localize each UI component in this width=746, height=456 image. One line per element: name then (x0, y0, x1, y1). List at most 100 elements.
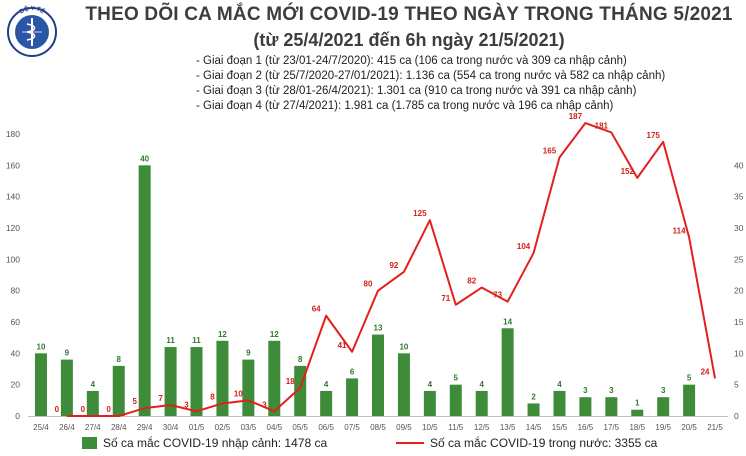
x-tick-label: 01/5 (189, 423, 205, 432)
bar-imported (112, 365, 125, 416)
line-data-label: 71 (441, 294, 450, 303)
bar-data-label: 2 (531, 392, 536, 401)
legend-label-domestic: Số ca mắc COVID-19 trong nước: 3355 ca (430, 436, 658, 450)
line-data-label: 0 (81, 405, 86, 414)
legend-label-imported: Số ca mắc COVID-19 nhập cảnh: 1478 ca (103, 436, 328, 450)
bar-imported (423, 390, 436, 416)
bar-imported (34, 353, 47, 416)
line-data-label: 24 (701, 367, 710, 376)
line-data-label: 10 (234, 389, 243, 398)
line-data-label: 3 (262, 400, 267, 409)
x-tick-label: 06/5 (318, 423, 334, 432)
bar-imported (190, 347, 203, 416)
phase-1-text: - Giai đoạn 1 (từ 23/01-24/7/2020): 415 … (196, 55, 627, 67)
bar-imported (397, 353, 410, 416)
line-data-label: 181 (595, 121, 609, 130)
chart-subtitle: (từ 25/4/2021 đến 6h ngày 21/5/2021) (253, 30, 565, 50)
bar-imported (501, 328, 514, 416)
left-y-tick-label: 140 (6, 192, 20, 202)
left-y-tick-label: 20 (11, 380, 21, 390)
bar-imported (372, 334, 384, 416)
x-tick-label: 09/5 (396, 423, 412, 432)
bar-imported (138, 165, 151, 416)
bar-imported (449, 384, 462, 416)
bar-data-label: 4 (557, 380, 562, 389)
line-data-label: 114 (673, 226, 686, 235)
bar-data-label: 10 (37, 342, 46, 351)
right-y-tick-label: 25 (734, 254, 744, 264)
x-tick-label: 27/4 (85, 423, 101, 432)
line-data-label: 0 (55, 405, 60, 414)
bar-imported (60, 359, 73, 416)
bar-imported (242, 359, 255, 416)
left-y-tick-label: 180 (6, 129, 20, 139)
x-tick-label: 29/4 (137, 423, 153, 432)
bar-imported (527, 403, 540, 416)
phase-2-text: - Giai đoạn 2 (từ 25/7/2020-27/01/2021):… (196, 70, 666, 82)
x-tick-label: 02/5 (215, 423, 231, 432)
bar-data-label: 4 (324, 380, 329, 389)
bar-imported (631, 409, 644, 416)
right-y-tick-label: 15 (734, 317, 744, 327)
legend-item-domestic: Số ca mắc COVID-19 trong nước: 3355 ca (396, 436, 657, 450)
bar-data-label: 4 (91, 380, 96, 389)
line-data-label: 41 (338, 341, 347, 350)
left-y-tick-label: 40 (11, 348, 21, 358)
bar-imported (346, 378, 359, 416)
legend-item-imported: Số ca mắc COVID-19 nhập cảnh: 1478 ca (82, 436, 327, 450)
bar-imported (579, 397, 592, 416)
line-data-label: 175 (647, 131, 661, 140)
line-data-label: 8 (210, 392, 215, 401)
bar-imported (605, 397, 618, 416)
right-y-tick-label: 40 (734, 160, 744, 170)
bar-data-label: 6 (350, 367, 355, 376)
logo-text: BỘ Y TẾ (19, 4, 46, 15)
right-y-tick-label: 20 (734, 286, 744, 296)
bar-data-label: 9 (246, 349, 251, 358)
bar-imported (320, 390, 333, 416)
bar-data-label: 12 (270, 330, 279, 339)
x-tick-label: 11/5 (448, 423, 464, 432)
line-data-label: 104 (517, 242, 531, 251)
x-tick-label: 26/4 (59, 423, 75, 432)
bar-data-label: 8 (117, 355, 122, 364)
bar-data-label: 11 (166, 336, 175, 345)
left-y-tick-label: 60 (11, 317, 21, 327)
x-tick-label: 08/5 (370, 423, 386, 432)
bar-imported (553, 390, 566, 416)
bar-data-label: 4 (428, 380, 433, 389)
line-data-label: 3 (184, 400, 189, 409)
line-data-label: 165 (543, 147, 557, 156)
right-y-tick-label: 30 (734, 223, 744, 233)
x-tick-label: 14/5 (526, 423, 542, 432)
right-y-tick-label: 35 (734, 192, 744, 202)
bar-data-label: 5 (687, 374, 692, 383)
left-y-tick-label: 120 (6, 223, 20, 233)
line-data-label: 152 (621, 167, 635, 176)
line-data-label: 0 (107, 405, 112, 414)
bar-data-label: 5 (454, 374, 459, 383)
phase-3-text: - Giai đoạn 3 (từ 28/01-26/4/2021): 1.30… (196, 85, 637, 97)
bar-data-label: 8 (298, 355, 303, 364)
legend-swatch-bar (82, 437, 97, 449)
line-data-label: 187 (569, 112, 583, 121)
line-data-label: 82 (467, 277, 476, 286)
left-y-tick-label: 0 (15, 411, 20, 421)
bar-imported (164, 347, 177, 416)
line-data-label: 7 (158, 394, 163, 403)
x-tick-label: 15/5 (552, 423, 568, 432)
bar-data-label: 13 (374, 324, 383, 333)
bar-data-label: 3 (609, 386, 614, 395)
bar-data-label: 3 (661, 386, 666, 395)
ministry-of-health-logo: BỘ Y TẾ (7, 4, 57, 57)
bar-imported (683, 384, 696, 416)
bar-imported (475, 390, 488, 416)
domestic-cases-line (66, 122, 717, 417)
x-tick-label: 20/5 (681, 423, 697, 432)
x-tick-label: 21/5 (707, 423, 723, 432)
line-data-label: 5 (132, 397, 137, 406)
bar-data-label: 11 (192, 336, 201, 345)
bar-imported (216, 340, 229, 416)
